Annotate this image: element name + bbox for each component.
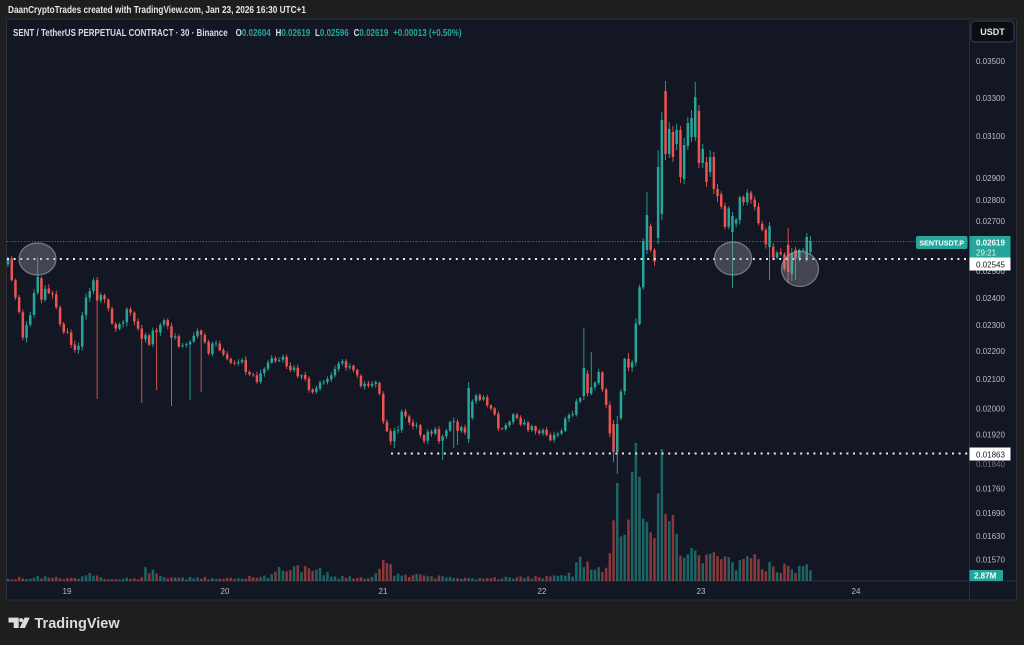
- svg-text:0.02700: 0.02700: [976, 217, 1005, 226]
- svg-text:0.03100: 0.03100: [976, 132, 1005, 141]
- svg-text:24: 24: [852, 587, 861, 596]
- svg-text:0.01630: 0.01630: [976, 532, 1005, 541]
- svg-text:0.03300: 0.03300: [976, 94, 1005, 103]
- svg-text:0.02545: 0.02545: [976, 260, 1005, 269]
- svg-text:29:21: 29:21: [976, 248, 997, 257]
- svg-text:0.01840: 0.01840: [976, 460, 1005, 469]
- svg-text:SENTUSDT.P: SENTUSDT.P: [919, 238, 964, 247]
- svg-text:0.01570: 0.01570: [976, 555, 1005, 564]
- svg-text:22: 22: [538, 587, 547, 596]
- svg-text:0.02800: 0.02800: [976, 196, 1005, 205]
- svg-text:0.02200: 0.02200: [976, 347, 1005, 356]
- svg-text:DaanCryptoTrades created with: DaanCryptoTrades created with TradingVie…: [8, 3, 306, 15]
- svg-text:SENT / TetherUS PERPETUAL CONT: SENT / TetherUS PERPETUAL CONTRACT · 30 …: [13, 27, 462, 38]
- svg-text:0.02500: 0.02500: [976, 267, 1005, 276]
- svg-text:21: 21: [379, 587, 388, 596]
- svg-text:0.02619: 0.02619: [976, 239, 1005, 248]
- svg-text:23: 23: [697, 587, 706, 596]
- svg-text:0.02300: 0.02300: [976, 321, 1005, 330]
- svg-text:19: 19: [63, 587, 72, 596]
- svg-text:0.02400: 0.02400: [976, 294, 1005, 303]
- svg-text:0.01690: 0.01690: [976, 509, 1005, 518]
- svg-text:0.01760: 0.01760: [976, 484, 1005, 493]
- svg-text:TradingView: TradingView: [35, 616, 121, 632]
- svg-text:2.87M: 2.87M: [974, 572, 997, 581]
- svg-text:0.01863: 0.01863: [976, 450, 1005, 459]
- svg-text:20: 20: [221, 587, 230, 596]
- svg-text:USDT: USDT: [980, 27, 1005, 37]
- svg-text:0.01920: 0.01920: [976, 430, 1005, 439]
- svg-text:0.03500: 0.03500: [976, 57, 1005, 66]
- svg-text:0.02000: 0.02000: [976, 404, 1005, 413]
- svg-text:0.02900: 0.02900: [976, 174, 1005, 183]
- svg-text:0.02100: 0.02100: [976, 375, 1005, 384]
